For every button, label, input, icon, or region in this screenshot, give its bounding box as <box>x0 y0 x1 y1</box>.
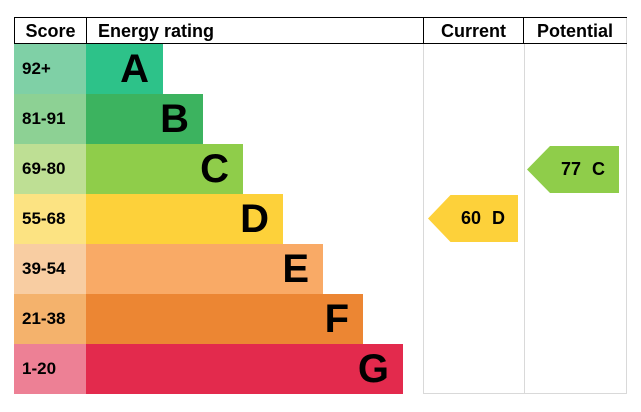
band-row-f: 21-38 F <box>14 294 434 344</box>
rating-bar: C <box>86 144 243 194</box>
score-cell: 21-38 <box>14 294 86 344</box>
rating-bar: A <box>86 44 163 94</box>
header-current: Current <box>424 18 524 43</box>
current-band-letter: D <box>492 208 506 228</box>
current-column <box>423 44 524 394</box>
header-energy-rating: Energy rating <box>87 18 424 43</box>
band-row-a: 92+ A <box>14 44 434 94</box>
score-cell: 39-54 <box>14 244 86 294</box>
band-row-e: 39-54 E <box>14 244 434 294</box>
band-row-g: 1-20 G <box>14 344 434 394</box>
band-row-c: 69-80 C <box>14 144 434 194</box>
score-cell: 1-20 <box>14 344 86 394</box>
score-cell: 92+ <box>14 44 86 94</box>
band-row-d: 55-68 D <box>14 194 434 244</box>
header-score: Score <box>15 18 87 43</box>
rating-bar: F <box>86 294 363 344</box>
header-potential: Potential <box>524 18 627 43</box>
rating-bar: D <box>86 194 283 244</box>
rating-bar: B <box>86 94 203 144</box>
potential-score-value: 77 <box>560 159 582 179</box>
energy-bands: 92+ A 81-91 B 69-80 C 55-68 D 39-54 E 21… <box>14 44 434 394</box>
score-cell: 81-91 <box>14 94 86 144</box>
score-cell: 55-68 <box>14 194 86 244</box>
potential-band-letter: C <box>592 159 606 179</box>
chart-header-row: Score Energy rating Current Potential <box>14 17 627 44</box>
score-cell: 69-80 <box>14 144 86 194</box>
rating-bar: G <box>86 344 403 394</box>
current-score-value: 60 <box>460 208 482 228</box>
rating-bar: E <box>86 244 323 294</box>
band-row-b: 81-91 B <box>14 94 434 144</box>
potential-column <box>524 44 627 394</box>
